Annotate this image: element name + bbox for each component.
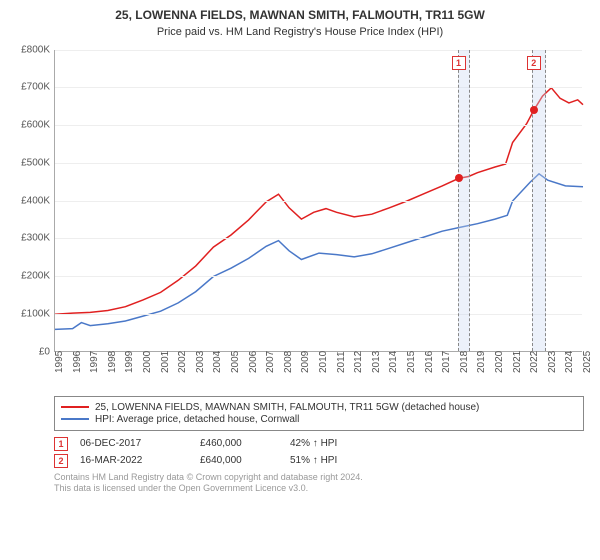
x-tick-label: 2012 (353, 350, 364, 372)
x-tick-label: 1998 (107, 350, 118, 372)
x-tick-label: 1997 (89, 350, 100, 372)
price-marker-label: 2 (527, 56, 541, 70)
legend-label: 25, LOWENNA FIELDS, MAWNAN SMITH, FALMOU… (95, 402, 479, 413)
gridline (55, 276, 582, 277)
footer-attribution: Contains HM Land Registry data © Crown c… (54, 472, 584, 495)
event-date: 16-MAR-2022 (80, 455, 200, 466)
x-tick-label: 2023 (547, 350, 558, 372)
x-tick-label: 2005 (230, 350, 241, 372)
shaded-band (532, 50, 546, 351)
x-tick-label: 2002 (177, 350, 188, 372)
legend-swatch (61, 418, 89, 420)
event-marker-box: 1 (54, 437, 68, 451)
x-tick-label: 2018 (459, 350, 470, 372)
x-tick-label: 2015 (406, 350, 417, 372)
event-price: £640,000 (200, 455, 290, 466)
event-marker-box: 2 (54, 454, 68, 468)
legend-item: HPI: Average price, detached house, Corn… (61, 414, 577, 425)
x-tick-label: 2000 (142, 350, 153, 372)
price-marker-dot (455, 174, 463, 182)
y-tick-label: £100K (10, 308, 50, 319)
gridline (55, 125, 582, 126)
event-row: 2 16-MAR-2022£640,00051% ↑ HPI (54, 454, 584, 468)
x-tick-label: 2022 (529, 350, 540, 372)
legend-swatch (61, 406, 89, 408)
chart-area: £0 £100K £200K £300K £400K £500K £600K £700K £80… (10, 46, 590, 386)
gridline (55, 201, 582, 202)
x-tick-label: 2007 (265, 350, 276, 372)
gridline (55, 163, 582, 164)
x-tick-label: 2011 (336, 351, 347, 373)
gridline (55, 238, 582, 239)
gridline (55, 50, 582, 51)
gridline (55, 314, 582, 315)
legend-item: 25, LOWENNA FIELDS, MAWNAN SMITH, FALMOU… (61, 402, 577, 413)
y-tick-label: £700K (10, 82, 50, 93)
x-tick-label: 2010 (318, 350, 329, 372)
event-diff: 51% ↑ HPI (290, 455, 410, 466)
y-tick-label: £200K (10, 271, 50, 282)
x-tick-label: 1996 (72, 350, 83, 372)
chart-container: 25, LOWENNA FIELDS, MAWNAN SMITH, FALMOU… (0, 0, 600, 560)
x-tick-label: 1999 (124, 350, 135, 372)
x-tick-label: 2003 (195, 350, 206, 372)
y-tick-label: £400K (10, 195, 50, 206)
y-tick-label: £0 (10, 346, 50, 357)
event-date: 06-DEC-2017 (80, 438, 200, 449)
footer-line: This data is licensed under the Open Gov… (54, 483, 584, 495)
x-tick-label: 2006 (248, 350, 259, 372)
plot-region: 12 (54, 50, 582, 352)
event-diff: 42% ↑ HPI (290, 438, 410, 449)
legend-box: 25, LOWENNA FIELDS, MAWNAN SMITH, FALMOU… (54, 396, 584, 431)
x-tick-label: 2013 (371, 350, 382, 372)
x-tick-label: 2024 (564, 350, 575, 372)
x-tick-label: 2009 (300, 350, 311, 372)
legend-label: HPI: Average price, detached house, Corn… (95, 414, 299, 425)
y-tick-label: £600K (10, 120, 50, 131)
x-tick-label: 2025 (582, 350, 593, 372)
x-tick-label: 2001 (160, 350, 171, 372)
x-tick-label: 2017 (441, 350, 452, 372)
gridline (55, 87, 582, 88)
series-line-hpi (55, 173, 583, 329)
x-tick-label: 2008 (283, 350, 294, 372)
chart-subtitle: Price paid vs. HM Land Registry's House … (10, 26, 590, 38)
x-tick-label: 1995 (54, 350, 65, 372)
x-tick-label: 2020 (494, 350, 505, 372)
footer-line: Contains HM Land Registry data © Crown c… (54, 472, 584, 484)
x-tick-label: 2004 (212, 350, 223, 372)
chart-title: 25, LOWENNA FIELDS, MAWNAN SMITH, FALMOU… (10, 8, 590, 24)
price-marker-label: 1 (452, 56, 466, 70)
x-tick-label: 2014 (388, 350, 399, 372)
x-tick-label: 2021 (512, 350, 523, 372)
shaded-band (458, 50, 470, 351)
event-row: 1 06-DEC-2017£460,00042% ↑ HPI (54, 437, 584, 451)
x-tick-label: 2019 (476, 350, 487, 372)
price-marker-dot (530, 106, 538, 114)
event-price: £460,000 (200, 438, 290, 449)
x-tick-label: 2016 (424, 350, 435, 372)
y-tick-label: £300K (10, 233, 50, 244)
y-tick-label: £500K (10, 157, 50, 168)
events-table: 1 06-DEC-2017£460,00042% ↑ HPI 2 16-MAR-202… (54, 437, 584, 468)
y-tick-label: £800K (10, 44, 50, 55)
